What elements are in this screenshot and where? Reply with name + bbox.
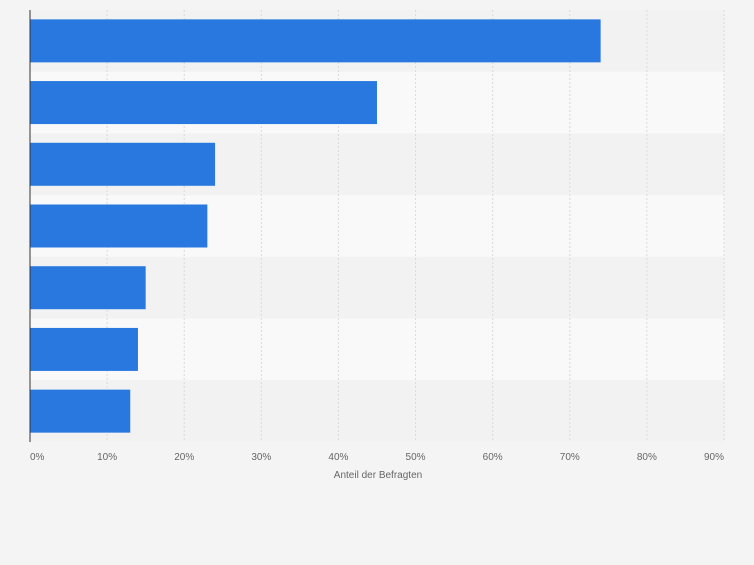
x-tick-label: 10% bbox=[97, 452, 117, 463]
row-band bbox=[30, 380, 724, 442]
row-band bbox=[30, 256, 724, 319]
row-bands bbox=[30, 10, 724, 442]
x-tick-label: 40% bbox=[328, 452, 348, 463]
x-tick-label: 0% bbox=[30, 452, 45, 463]
bar[interactable] bbox=[30, 81, 377, 125]
x-tick-label: 70% bbox=[560, 452, 580, 463]
x-tick-label: 20% bbox=[174, 452, 194, 463]
bar[interactable] bbox=[30, 19, 601, 63]
bar[interactable] bbox=[30, 266, 146, 310]
x-tick-label: 50% bbox=[406, 452, 426, 463]
bar[interactable] bbox=[30, 327, 138, 371]
x-axis-title: Anteil der Befragten bbox=[334, 470, 422, 481]
x-tick-label: 90% bbox=[704, 452, 724, 463]
bar-series bbox=[30, 19, 601, 433]
bar[interactable] bbox=[30, 389, 131, 433]
bar[interactable] bbox=[30, 204, 208, 248]
bar[interactable] bbox=[30, 142, 216, 186]
row-band bbox=[30, 318, 724, 381]
x-tick-label: 30% bbox=[251, 452, 271, 463]
x-tick-label: 80% bbox=[637, 452, 657, 463]
x-axis-ticks: 0% 10% 20% 30% 40% 50% 60% 70% 80% 90% bbox=[30, 452, 724, 463]
x-tick-label: 60% bbox=[483, 452, 503, 463]
